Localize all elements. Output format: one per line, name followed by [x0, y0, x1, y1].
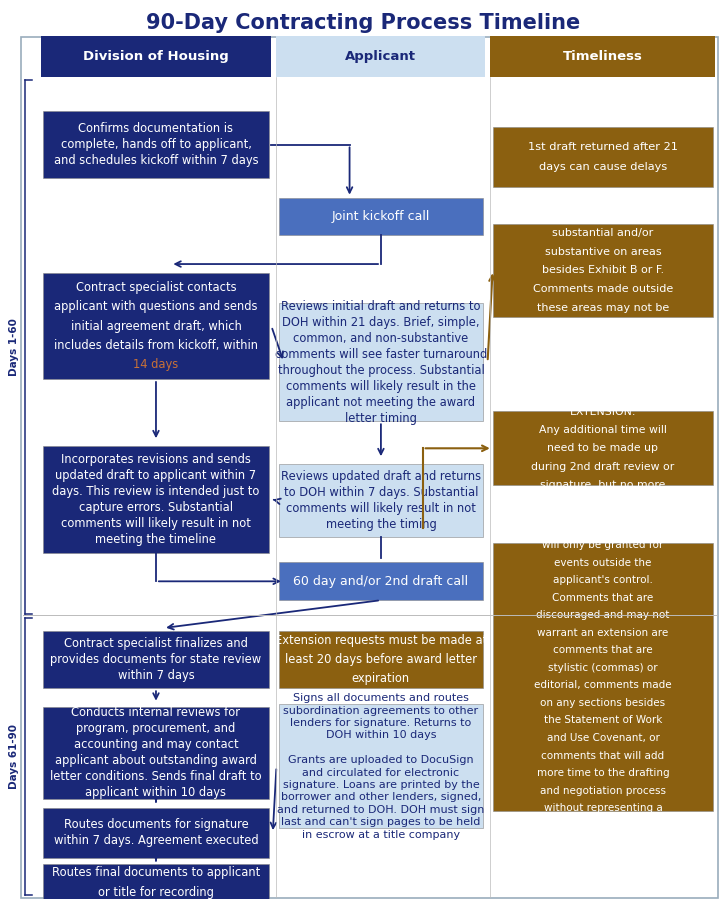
Text: 14 days: 14 days	[133, 359, 179, 371]
Text: Comments returned are: Comments returned are	[536, 209, 670, 219]
FancyBboxPatch shape	[278, 197, 483, 235]
FancyBboxPatch shape	[43, 111, 269, 177]
FancyBboxPatch shape	[43, 808, 269, 858]
FancyBboxPatch shape	[491, 36, 715, 77]
FancyBboxPatch shape	[493, 542, 713, 811]
FancyBboxPatch shape	[493, 223, 713, 317]
Text: and Use Covenant, or: and Use Covenant, or	[547, 733, 659, 743]
FancyBboxPatch shape	[278, 562, 483, 600]
Text: Routes documents for signature
within 7 days. Agreement executed: Routes documents for signature within 7 …	[54, 818, 258, 848]
Text: expiration: expiration	[352, 672, 410, 686]
Text: comments that will add: comments that will add	[542, 751, 664, 760]
Text: EXTENSION:: EXTENSION:	[570, 407, 636, 417]
Text: events outside the: events outside the	[554, 558, 651, 568]
Text: 60 day and/or 2nd draft call: 60 day and/or 2nd draft call	[294, 575, 468, 587]
Text: than 17 days.: than 17 days.	[566, 498, 640, 508]
Text: without representing a: without representing a	[544, 803, 662, 814]
Text: warrant an extension are: warrant an extension are	[537, 628, 669, 638]
Text: stylistic (commas) or: stylistic (commas) or	[548, 663, 658, 673]
FancyBboxPatch shape	[493, 412, 713, 485]
Text: considered at all.: considered at all.	[555, 322, 651, 332]
Text: editorial, comments made: editorial, comments made	[534, 680, 672, 690]
Text: will only be granted for: will only be granted for	[542, 540, 664, 550]
Text: substantive on areas: substantive on areas	[545, 247, 662, 257]
Text: applicant's control.: applicant's control.	[553, 575, 653, 585]
FancyBboxPatch shape	[278, 303, 483, 422]
FancyBboxPatch shape	[276, 36, 486, 77]
Text: on any sections besides: on any sections besides	[540, 698, 665, 708]
FancyBboxPatch shape	[43, 863, 269, 901]
Text: during 2nd draft review or: during 2nd draft review or	[531, 461, 675, 471]
FancyBboxPatch shape	[278, 705, 483, 829]
Text: Reviews updated draft and returns
to DOH within 7 days. Substantial
comments wil: Reviews updated draft and returns to DOH…	[281, 470, 481, 531]
Text: Comments made outside: Comments made outside	[533, 284, 673, 294]
FancyBboxPatch shape	[43, 273, 269, 379]
Text: Note: extension request: Note: extension request	[540, 523, 666, 532]
Text: 1st draft returned after 21: 1st draft returned after 21	[528, 142, 678, 152]
Text: the Statement of Work: the Statement of Work	[544, 715, 662, 725]
Text: and negotiation process: and negotiation process	[540, 786, 666, 796]
Text: applicant with questions and sends: applicant with questions and sends	[55, 300, 258, 314]
Text: initial agreement draft, which: initial agreement draft, which	[71, 320, 241, 332]
Text: Timeliness: Timeliness	[563, 50, 643, 63]
Text: substantial and/or: substantial and/or	[553, 228, 654, 238]
Text: Joint kickoff call: Joint kickoff call	[332, 210, 430, 223]
Text: Signs all documents and routes
subordination agreements to other
lenders for sig: Signs all documents and routes subordina…	[277, 693, 485, 840]
Text: these areas may not be: these areas may not be	[537, 303, 669, 313]
FancyBboxPatch shape	[493, 127, 713, 187]
Text: Days 1-60: Days 1-60	[9, 318, 19, 376]
FancyBboxPatch shape	[278, 464, 483, 537]
Text: need to be made up: need to be made up	[547, 443, 659, 453]
Text: Contract specialist contacts: Contract specialist contacts	[76, 281, 236, 294]
Text: Comments that are: Comments that are	[553, 593, 654, 603]
Text: Incorporates revisions and sends
updated draft to applicant within 7
days. This : Incorporates revisions and sends updated…	[52, 453, 260, 546]
Text: or title for recording: or title for recording	[98, 886, 214, 898]
FancyBboxPatch shape	[43, 707, 269, 799]
Text: business need.: business need.	[563, 821, 642, 831]
Text: Days 61-90: Days 61-90	[9, 724, 19, 789]
Text: days can cause delays: days can cause delays	[539, 161, 667, 172]
FancyBboxPatch shape	[43, 631, 269, 688]
Text: Routes final documents to applicant: Routes final documents to applicant	[52, 866, 260, 879]
Text: Extension requests must be made at: Extension requests must be made at	[275, 633, 487, 647]
Text: REQUESTING AN: REQUESTING AN	[558, 388, 648, 398]
Text: Confirms documentation is
complete, hands off to applicant,
and schedules kickof: Confirms documentation is complete, hand…	[54, 122, 258, 167]
Text: Division of Housing: Division of Housing	[83, 50, 229, 63]
FancyBboxPatch shape	[278, 631, 483, 688]
Text: Conducts internal reviews for
program, procurement, and
accounting and may conta: Conducts internal reviews for program, p…	[50, 706, 262, 799]
Text: discouraged and may not: discouraged and may not	[537, 610, 670, 620]
Text: Contract specialist finalizes and
provides documents for state review
within 7 d: Contract specialist finalizes and provid…	[50, 637, 262, 682]
Text: comments that are: comments that are	[553, 645, 653, 655]
Text: besides Exhibit B or F.: besides Exhibit B or F.	[542, 265, 664, 276]
Text: 90-Day Contracting Process Timeline: 90-Day Contracting Process Timeline	[146, 14, 581, 33]
FancyBboxPatch shape	[43, 446, 269, 553]
FancyBboxPatch shape	[41, 36, 271, 77]
Text: Reviews initial draft and returns to
DOH within 21 days. Brief, simple,
common, : Reviews initial draft and returns to DOH…	[275, 299, 487, 424]
Text: includes details from kickoff, within: includes details from kickoff, within	[54, 339, 258, 352]
Text: Any additional time will: Any additional time will	[539, 425, 667, 435]
Text: signature, but no more: signature, but no more	[540, 480, 666, 490]
Text: least 20 days before award letter: least 20 days before award letter	[285, 653, 477, 666]
Text: Applicant: Applicant	[345, 50, 417, 63]
Text: more time to the drafting: more time to the drafting	[537, 768, 670, 778]
